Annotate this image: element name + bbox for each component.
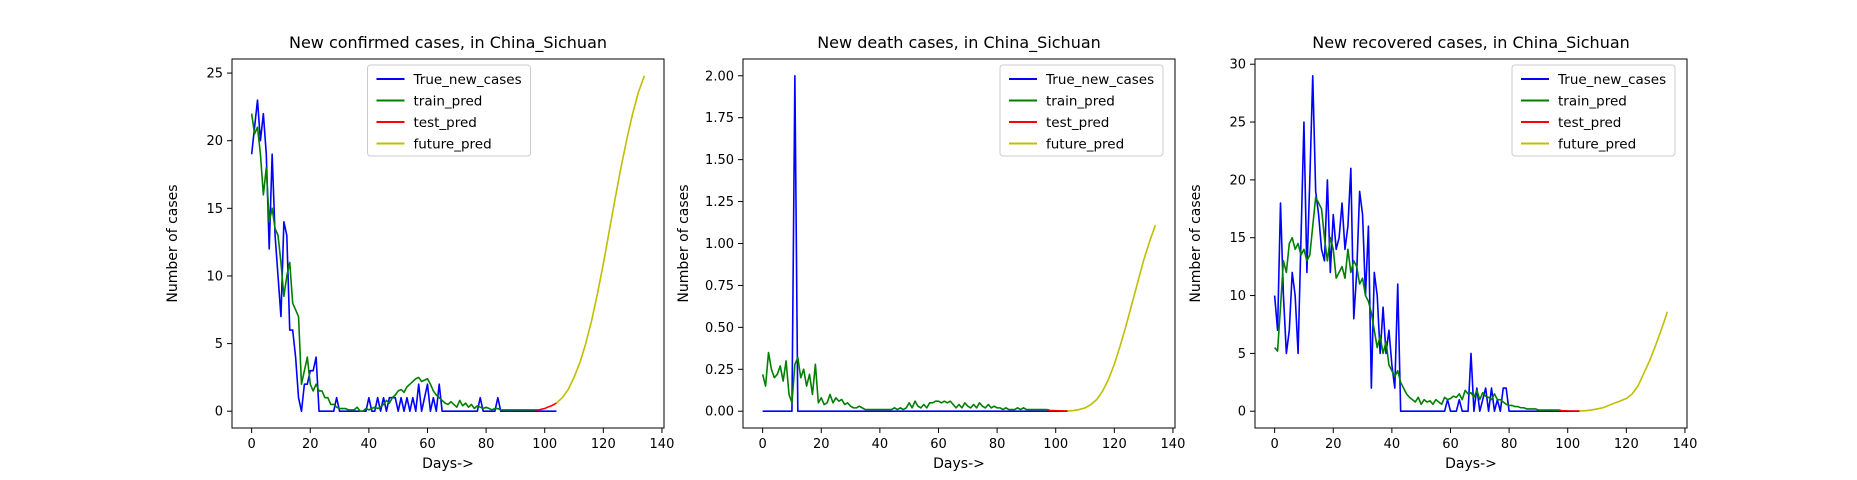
y-tick-label: 10 <box>206 269 223 284</box>
y-axis-label: Number of cases <box>676 184 692 302</box>
legend-label: future_pred <box>1046 137 1124 153</box>
x-tick-label: 80 <box>478 437 495 452</box>
x-tick-label: 20 <box>302 437 319 452</box>
x-tick-label: 140 <box>650 437 675 452</box>
y-tick-label: 15 <box>206 202 223 217</box>
x-tick-label: 120 <box>1614 437 1639 452</box>
legend-label: True_new_cases <box>1557 72 1666 88</box>
x-tick-label: 40 <box>1384 437 1401 452</box>
y-tick-label: 2.00 <box>705 69 734 84</box>
legend-label: test_pred <box>1558 115 1621 131</box>
y-tick-label: 0.25 <box>705 363 734 378</box>
legend-box <box>367 64 531 157</box>
legend-label: train_pred <box>414 94 483 110</box>
y-tick-label: 5 <box>1238 347 1246 362</box>
chart-panel-2: 0 20 40 60 80 100 120 140 0.00 0.25 0.50 0.75 1.00 1.… <box>676 33 1185 472</box>
chart-title: New death cases, in China_Sichuan <box>817 33 1101 53</box>
legend-label: test_pred <box>1046 115 1109 131</box>
series-group <box>250 75 646 413</box>
series-line-test-pred <box>1046 408 1068 412</box>
y-tick-label: 1.25 <box>705 195 734 210</box>
x-axis-label: Days-> <box>1445 456 1497 472</box>
y-tick-label: 0.50 <box>705 321 734 336</box>
y-tick-label: 0.75 <box>705 279 734 294</box>
x-tick-label: 0 <box>1270 437 1278 452</box>
chart-panel-1: 0 20 40 60 80 100 120 140 0 5 10 15 20 25 New confirme… <box>165 33 674 472</box>
x-tick-label: 140 <box>1673 437 1698 452</box>
y-tick-label: 30 <box>1229 58 1246 73</box>
y-tick-label: 25 <box>1229 116 1246 131</box>
x-tick-label: 100 <box>532 437 557 452</box>
x-tick-label: 80 <box>989 437 1006 452</box>
y-tick-label: 1.75 <box>705 111 734 126</box>
y-tick-label: 1.50 <box>705 153 734 168</box>
legend: True_new_cases train_pred test_pred future_… <box>999 64 1164 157</box>
y-axis-label: Number of cases <box>1188 184 1204 302</box>
y-tick-label: 1.00 <box>705 237 734 252</box>
x-tick-label: 20 <box>1325 437 1342 452</box>
x-tick-label: 140 <box>1161 437 1186 452</box>
y-tick-label: 0.00 <box>705 405 734 420</box>
legend-label: True_new_cases <box>1045 72 1154 88</box>
legend: True_new_cases train_pred test_pred future_… <box>367 64 531 157</box>
y-tick-label: 0 <box>215 405 223 420</box>
y-tick-label: 10 <box>1229 289 1246 304</box>
x-axis-label: Days-> <box>422 456 474 472</box>
series-line-future-pred <box>1067 224 1157 412</box>
chart-panel-3: 0 20 40 60 80 100 120 140 0 5 10 15 20 25 30 New recove… <box>1188 33 1697 472</box>
chart-title: New confirmed cases, in China_Sichuan <box>289 33 607 53</box>
y-tick-label: 20 <box>206 134 223 149</box>
y-axis-label: Number of cases <box>165 184 181 302</box>
axes-frame <box>231 58 665 429</box>
x-tick-label: 100 <box>1555 437 1580 452</box>
x-tick-label: 20 <box>813 437 830 452</box>
x-tick-label: 60 <box>930 437 947 452</box>
series-line-test-pred <box>1558 409 1580 412</box>
y-tick-label: 20 <box>1229 173 1246 188</box>
legend-label: future_pred <box>414 137 492 153</box>
y-tick-label: 15 <box>1229 231 1246 246</box>
y-tick-label: 0 <box>1238 405 1246 420</box>
series-line-train-pred <box>250 113 536 413</box>
series-line-true-new-cases <box>250 99 557 413</box>
legend-label: True_new_cases <box>413 72 522 88</box>
legend: True_new_cases train_pred test_pred future_… <box>1511 64 1676 157</box>
series-group <box>761 74 1157 413</box>
legend-label: test_pred <box>414 115 477 131</box>
x-axis-label: Days-> <box>933 456 985 472</box>
legend-label: train_pred <box>1046 94 1115 110</box>
x-tick-label: 100 <box>1043 437 1068 452</box>
axes-frame <box>1254 58 1688 429</box>
series-line-true-new-cases <box>1273 74 1580 413</box>
legend-label: future_pred <box>1558 137 1636 153</box>
legend-box <box>1511 64 1676 157</box>
x-tick-label: 40 <box>872 437 889 452</box>
x-tick-label: 40 <box>361 437 378 452</box>
chart-title: New recovered cases, in China_Sichuan <box>1312 33 1630 53</box>
legend-box <box>999 64 1164 157</box>
series-line-test-pred <box>535 402 557 411</box>
series-line-future-pred <box>555 75 646 404</box>
series-line-train-pred <box>1274 196 1559 411</box>
series-line-future-pred <box>1579 311 1669 412</box>
x-tick-label: 120 <box>1102 437 1127 452</box>
y-tick-label: 5 <box>215 337 223 352</box>
x-tick-label: 80 <box>1501 437 1518 452</box>
y-tick-label: 25 <box>206 67 223 82</box>
legend-label: train_pred <box>1558 94 1627 110</box>
x-tick-label: 0 <box>247 437 255 452</box>
series-group <box>1273 74 1669 413</box>
x-tick-label: 60 <box>419 437 436 452</box>
series-line-train-pred <box>761 351 1047 411</box>
x-tick-label: 60 <box>1442 437 1459 452</box>
series-line-true-new-cases <box>762 74 1068 413</box>
x-tick-label: 120 <box>591 437 616 452</box>
x-tick-label: 0 <box>758 437 766 452</box>
